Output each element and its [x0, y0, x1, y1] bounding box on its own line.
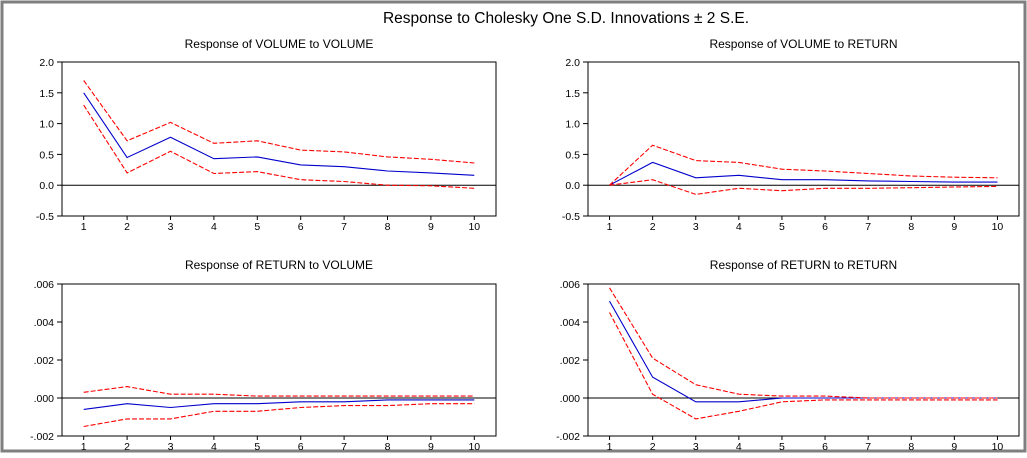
irf-panel-1: Response of VOLUME to VOLUME -0.5 0.0 0.5 1.…: [36, 37, 497, 233]
x-tick-label: 1: [607, 441, 613, 453]
x-tick-label: 3: [693, 221, 699, 233]
y-tick-label: 1.0: [565, 119, 580, 131]
x-tick-label: 3: [168, 441, 174, 453]
x-tick-label: 9: [428, 441, 434, 453]
x-tick-label: 6: [822, 221, 828, 233]
x-tick-label: 7: [341, 441, 347, 453]
x-tick-label: 5: [254, 441, 260, 453]
y-tick-label: 0.5: [565, 149, 580, 161]
y-tick-label: .006: [560, 279, 581, 291]
x-tick-label: 8: [908, 221, 914, 233]
x-tick-label: 2: [650, 441, 656, 453]
y-tick-label: .002: [560, 355, 581, 367]
x-tick-label: 8: [385, 441, 391, 453]
panel-title: Response of VOLUME to RETURN: [709, 37, 897, 51]
x-tick-label: 6: [298, 221, 304, 233]
lower-band-line: [609, 179, 998, 195]
y-tick-label: -0.5: [562, 211, 580, 223]
y-tick-label: -0.5: [36, 211, 54, 223]
x-tick-label: 6: [822, 441, 828, 453]
upper-band-line: [83, 80, 475, 164]
x-tick-label: 1: [81, 441, 87, 453]
response-line: [83, 399, 475, 410]
response-line: [83, 92, 475, 176]
y-tick-label: .004: [560, 317, 581, 329]
x-tick-label: 4: [736, 221, 742, 233]
x-tick-label: 1: [81, 221, 87, 233]
panel-title: Response of RETURN to VOLUME: [185, 258, 373, 272]
x-tick-label: 9: [951, 441, 957, 453]
x-tick-label: 4: [736, 441, 742, 453]
x-tick-label: 5: [779, 221, 785, 233]
y-tick-label: 0.0: [39, 180, 54, 192]
y-tick-label: .006: [34, 279, 55, 291]
plot-area: [61, 283, 497, 437]
x-tick-label: 3: [168, 221, 174, 233]
y-tick-label: 0.5: [39, 149, 54, 161]
y-tick-label: 1.0: [39, 119, 54, 131]
x-tick-label: 8: [908, 441, 914, 453]
x-tick-label: 10: [992, 221, 1004, 233]
x-tick-label: 2: [124, 221, 130, 233]
y-tick-label: .004: [34, 317, 55, 329]
response-line: [609, 161, 998, 186]
plot-area: [587, 61, 1020, 217]
x-tick-label: 7: [865, 441, 871, 453]
irf-panel-2: Response of VOLUME to RETURN -0.5 0.0 0.5 1.…: [562, 37, 1020, 233]
irf-panel-3: Response of RETURN to VOLUME -.002 .000 .00…: [30, 258, 497, 453]
x-tick-label: 9: [428, 221, 434, 233]
x-tick-label: 9: [951, 221, 957, 233]
upper-band-line: [609, 144, 998, 186]
y-tick-label: 1.5: [39, 88, 54, 100]
y-tick-label: .000: [34, 393, 55, 405]
x-tick-label: 5: [254, 221, 260, 233]
x-tick-label: 3: [693, 441, 699, 453]
lower-band-line: [609, 312, 998, 420]
lower-band-line: [83, 104, 475, 189]
x-tick-label: 4: [211, 221, 217, 233]
y-tick-label: 2.0: [39, 57, 54, 69]
plot-area: [587, 283, 1020, 437]
y-tick-label: .002: [34, 355, 55, 367]
upper-band-line: [83, 386, 475, 397]
x-tick-label: 10: [992, 441, 1004, 453]
y-tick-label: .000: [560, 393, 581, 405]
panel-title: Response of RETURN to RETURN: [710, 258, 897, 272]
x-tick-label: 2: [650, 221, 656, 233]
irf-panel-4: Response of RETURN to RETURN -.002 .000 .00…: [556, 258, 1020, 453]
x-tick-label: 8: [385, 221, 391, 233]
y-tick-label: 2.0: [565, 57, 580, 69]
x-tick-label: 4: [211, 441, 217, 453]
x-tick-label: 7: [341, 221, 347, 233]
plot-area: [61, 61, 497, 217]
x-tick-label: 2: [124, 441, 130, 453]
figure-title: Response to Cholesky One S.D. Innovation…: [383, 10, 749, 27]
x-tick-label: 7: [865, 221, 871, 233]
panel-title: Response of VOLUME to VOLUME: [185, 37, 374, 51]
x-tick-label: 10: [468, 441, 480, 453]
y-tick-label: 1.5: [565, 88, 580, 100]
x-tick-label: 10: [468, 221, 480, 233]
y-tick-label: -.002: [30, 431, 54, 443]
upper-band-line: [609, 287, 998, 399]
y-tick-label: 0.0: [565, 180, 580, 192]
x-tick-label: 1: [607, 221, 613, 233]
y-tick-label: -.002: [556, 431, 580, 443]
lower-band-line: [83, 403, 475, 428]
x-tick-label: 6: [298, 441, 304, 453]
x-tick-label: 5: [779, 441, 785, 453]
